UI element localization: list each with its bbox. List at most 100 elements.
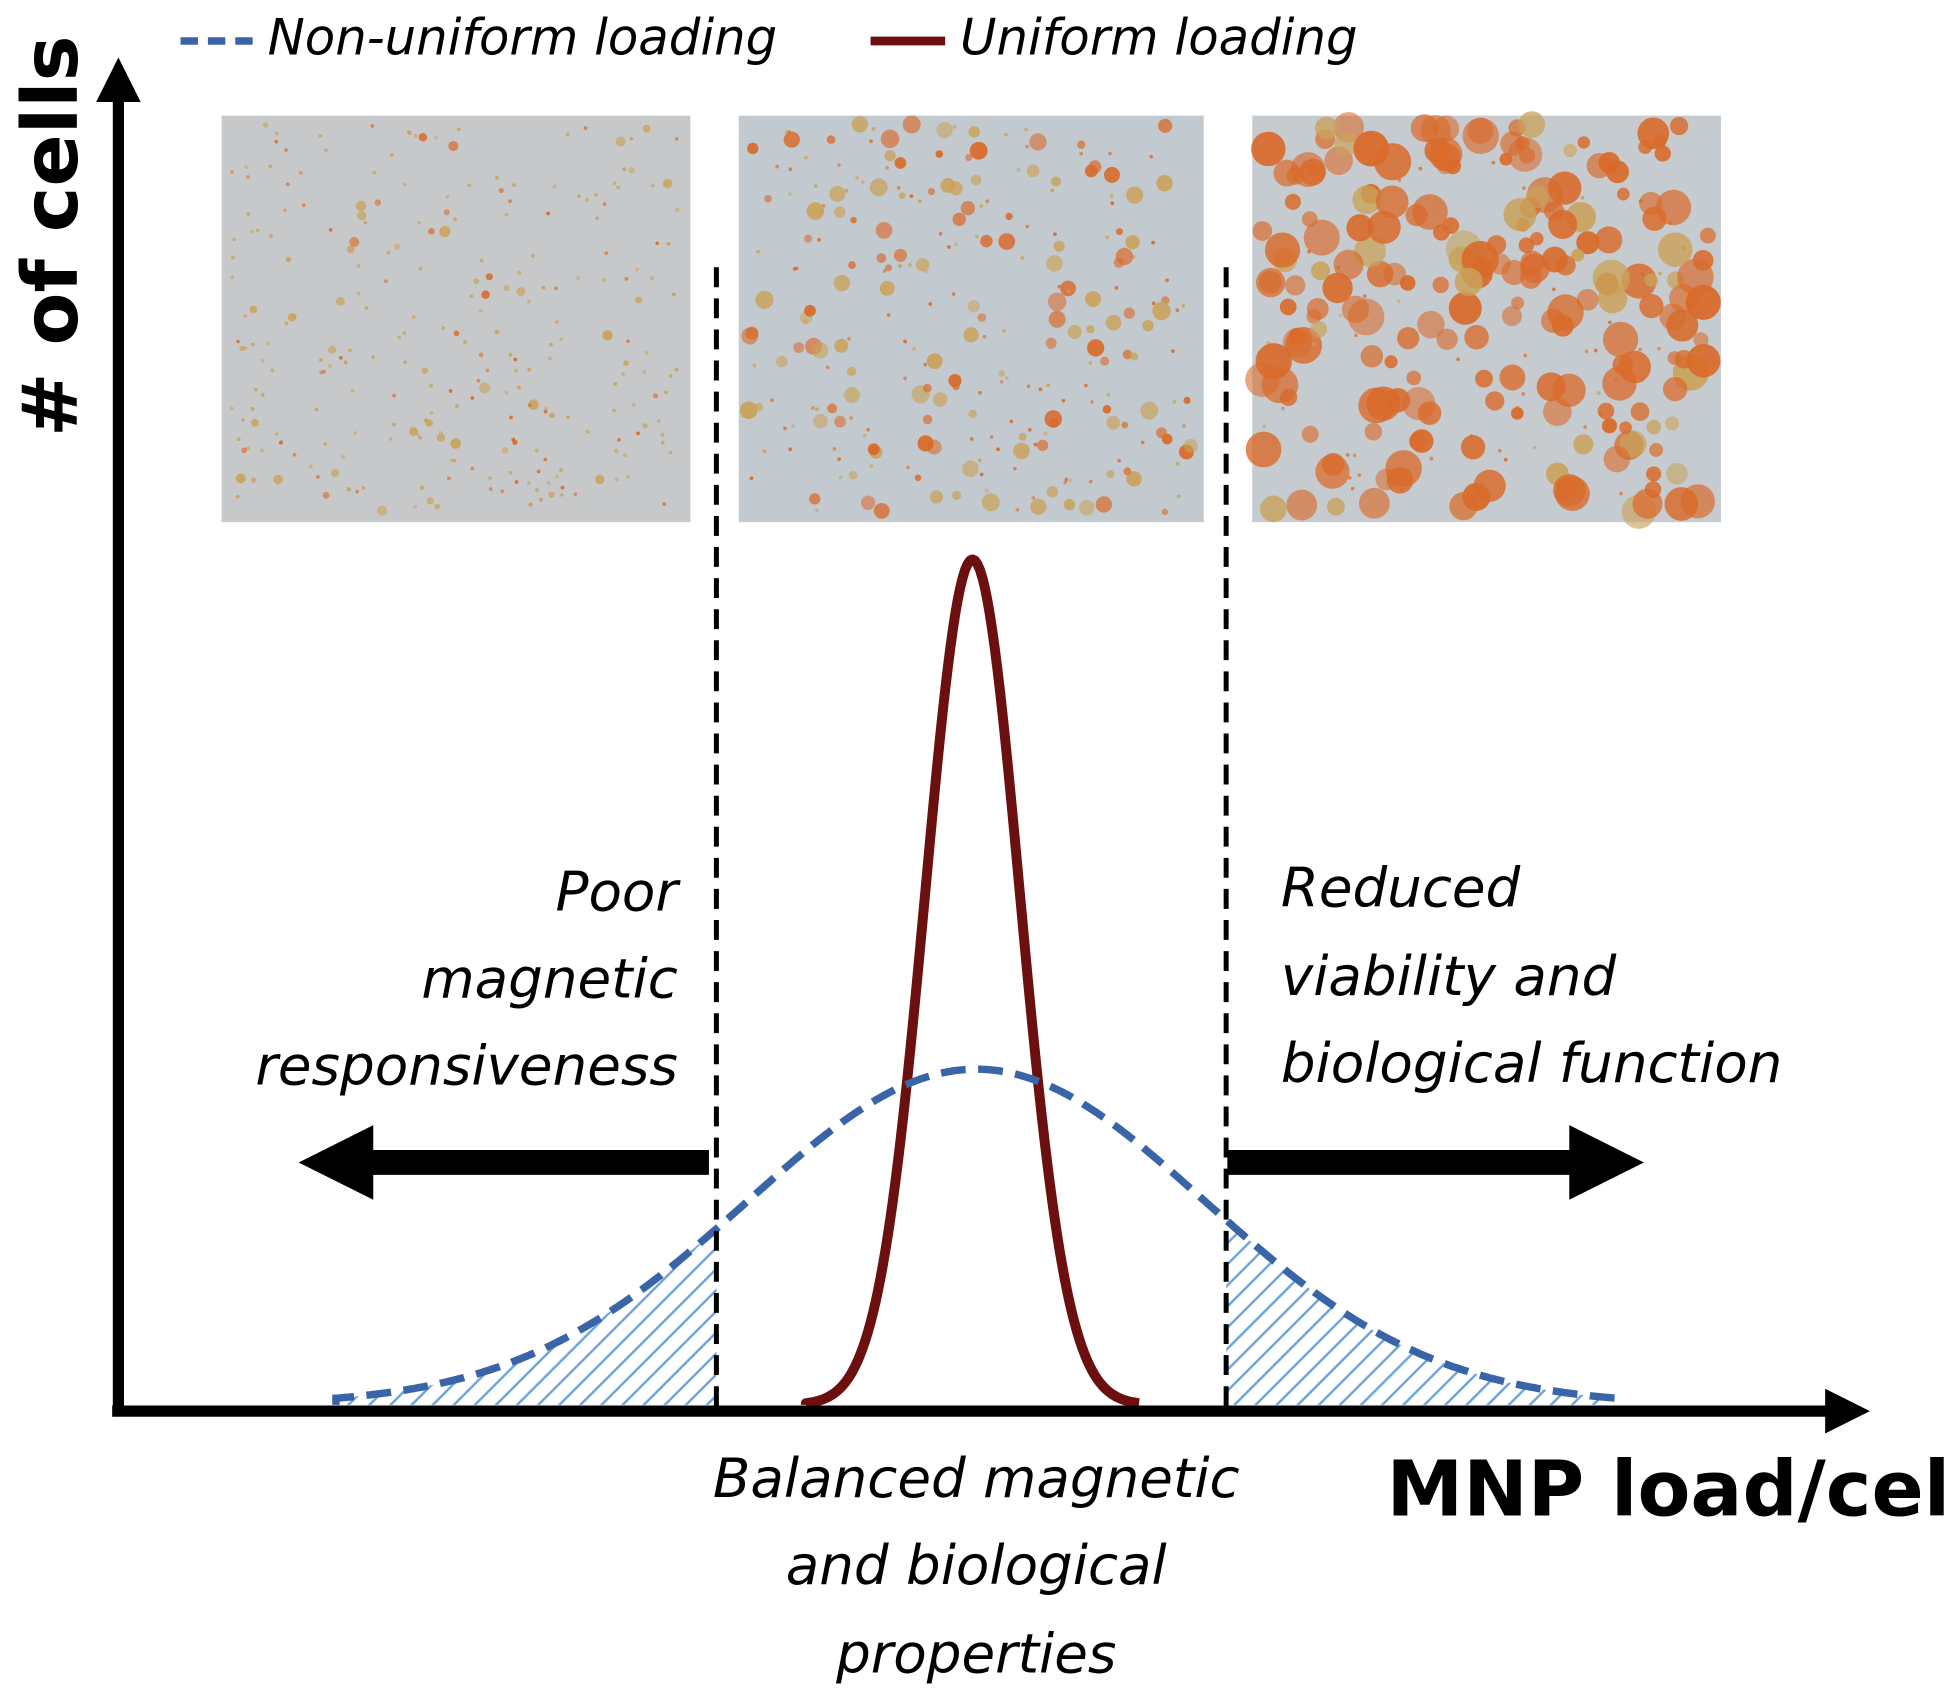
stain bbox=[1460, 435, 1486, 460]
stain bbox=[503, 285, 510, 292]
stain bbox=[236, 437, 241, 442]
stain bbox=[448, 140, 459, 152]
stain bbox=[1079, 151, 1083, 156]
stain bbox=[1520, 253, 1550, 284]
stain bbox=[585, 429, 590, 434]
stain bbox=[1638, 347, 1642, 352]
stain bbox=[1584, 349, 1589, 354]
stain bbox=[560, 485, 565, 490]
stain bbox=[636, 431, 640, 436]
stain bbox=[1020, 256, 1025, 260]
stain bbox=[860, 495, 876, 510]
stain bbox=[535, 488, 539, 493]
stain bbox=[635, 296, 643, 304]
stain bbox=[560, 492, 564, 497]
stain bbox=[1084, 164, 1098, 178]
stain bbox=[1105, 314, 1122, 331]
stain bbox=[446, 476, 451, 481]
stain bbox=[625, 474, 630, 479]
stain bbox=[624, 276, 629, 281]
stain bbox=[260, 359, 265, 363]
note: magnetic bbox=[421, 946, 678, 1010]
note: properties bbox=[835, 1621, 1116, 1685]
stain bbox=[1399, 275, 1416, 291]
stain bbox=[467, 183, 472, 188]
stain bbox=[884, 264, 893, 272]
stain bbox=[1354, 333, 1358, 338]
stain bbox=[1126, 186, 1144, 204]
stain bbox=[969, 437, 974, 441]
stain bbox=[1503, 457, 1508, 462]
stain bbox=[1333, 249, 1364, 280]
stain bbox=[1592, 259, 1630, 297]
stain bbox=[979, 204, 984, 208]
stain bbox=[879, 280, 895, 296]
stain bbox=[791, 424, 795, 429]
stain bbox=[829, 185, 846, 202]
stain bbox=[1078, 500, 1095, 516]
stain bbox=[341, 455, 345, 459]
stain bbox=[1117, 458, 1122, 463]
stain bbox=[595, 474, 605, 485]
stain bbox=[604, 251, 609, 256]
stain bbox=[1311, 341, 1316, 346]
stain bbox=[977, 458, 982, 463]
stain bbox=[1046, 383, 1051, 388]
arrowhead bbox=[298, 1125, 374, 1200]
stain bbox=[429, 383, 434, 388]
stain bbox=[855, 175, 860, 180]
stain bbox=[894, 157, 907, 169]
stain bbox=[1583, 425, 1588, 429]
stain bbox=[1151, 240, 1155, 245]
stain bbox=[1123, 467, 1132, 476]
stain bbox=[1667, 351, 1682, 365]
stain bbox=[1597, 402, 1615, 420]
stain bbox=[418, 266, 423, 271]
stain bbox=[322, 491, 330, 499]
stain bbox=[428, 227, 435, 235]
stain bbox=[1088, 479, 1093, 484]
stain bbox=[1596, 391, 1601, 395]
stain bbox=[544, 407, 548, 411]
stain bbox=[613, 381, 618, 386]
stain bbox=[788, 167, 793, 172]
stain bbox=[834, 338, 849, 353]
stain bbox=[623, 453, 627, 457]
stain bbox=[374, 199, 382, 206]
stain bbox=[527, 481, 531, 485]
stain bbox=[1140, 440, 1145, 445]
stain bbox=[504, 390, 509, 395]
stain bbox=[1013, 442, 1030, 460]
stain bbox=[621, 372, 625, 377]
stain bbox=[847, 336, 851, 341]
stain bbox=[612, 181, 617, 186]
stain bbox=[804, 304, 816, 317]
stain bbox=[595, 216, 599, 221]
stain bbox=[1115, 247, 1134, 266]
stain bbox=[804, 155, 808, 160]
stain bbox=[495, 330, 500, 334]
stain bbox=[970, 174, 982, 186]
stain bbox=[500, 489, 505, 494]
stain bbox=[1046, 486, 1059, 498]
stain bbox=[938, 232, 943, 236]
stain bbox=[880, 129, 900, 149]
stain bbox=[1521, 392, 1526, 396]
stain bbox=[355, 200, 367, 212]
stain bbox=[884, 150, 896, 162]
stain bbox=[243, 314, 248, 318]
stain bbox=[898, 192, 906, 200]
stain bbox=[1621, 263, 1657, 299]
stain bbox=[554, 319, 559, 324]
stain bbox=[1518, 237, 1535, 254]
stain bbox=[517, 385, 521, 390]
stain bbox=[1301, 425, 1319, 443]
stain bbox=[1152, 301, 1171, 321]
stain bbox=[548, 356, 552, 361]
stain bbox=[242, 346, 248, 351]
stain bbox=[903, 376, 907, 381]
stain bbox=[1640, 272, 1645, 276]
stain bbox=[513, 368, 518, 373]
stain bbox=[918, 199, 922, 204]
stain bbox=[1122, 349, 1133, 360]
